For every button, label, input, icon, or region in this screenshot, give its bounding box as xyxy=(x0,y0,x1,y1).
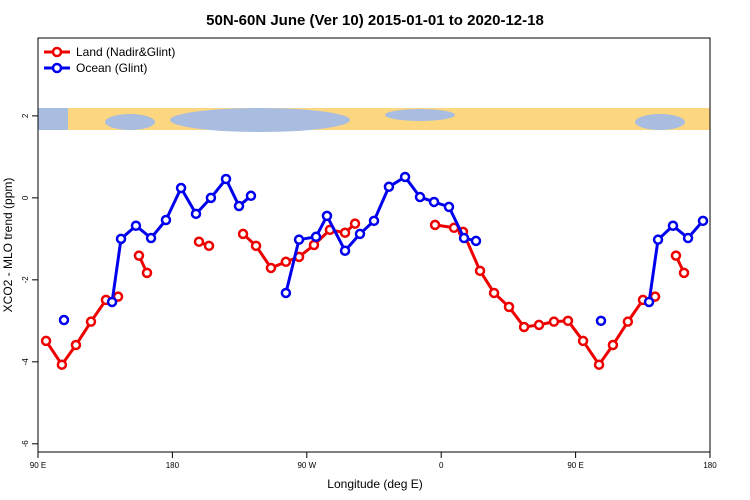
x-axis-title: Longitude (deg E) xyxy=(327,477,422,491)
point xyxy=(141,267,153,279)
legend-label: Land (Nadir&Glint) xyxy=(76,45,175,59)
point xyxy=(106,296,118,308)
point xyxy=(607,339,619,351)
point xyxy=(488,287,500,299)
point xyxy=(678,267,690,279)
point xyxy=(595,315,607,327)
point xyxy=(56,359,68,370)
x-tick-label: 180 xyxy=(703,461,717,470)
point xyxy=(280,287,292,299)
series-line xyxy=(44,222,686,367)
plot-frame xyxy=(37,37,711,453)
y-axis-title: XCO2 - MLO trend (ppm) xyxy=(1,178,15,313)
point xyxy=(190,208,202,220)
x-tick-label: 90 W xyxy=(297,461,316,470)
point xyxy=(518,321,530,333)
point xyxy=(245,190,257,202)
point xyxy=(667,220,679,231)
point xyxy=(203,240,215,252)
point xyxy=(414,191,426,203)
point xyxy=(321,210,333,222)
point xyxy=(368,215,380,227)
point xyxy=(458,232,470,244)
point xyxy=(115,233,127,245)
point xyxy=(429,219,441,231)
point xyxy=(265,262,277,274)
point xyxy=(503,301,515,313)
point xyxy=(339,245,351,256)
y-tick-label: 2 xyxy=(21,113,30,118)
point xyxy=(237,228,249,240)
map-sea xyxy=(38,108,68,130)
point xyxy=(250,240,262,252)
point xyxy=(85,316,97,327)
x-tick-label: 90 E xyxy=(30,461,46,470)
point xyxy=(443,201,455,213)
y-tick-label: 0 xyxy=(21,195,30,200)
point xyxy=(145,232,157,244)
point xyxy=(643,296,655,308)
map-sea xyxy=(170,108,350,132)
point xyxy=(533,319,545,331)
point xyxy=(58,314,70,326)
x-tick-label: 90 E xyxy=(567,461,583,470)
x-tick-label: 0 xyxy=(439,461,444,470)
point xyxy=(428,196,440,208)
map-sea xyxy=(385,109,455,121)
point xyxy=(562,315,574,327)
legend-label: Ocean (Glint) xyxy=(76,61,147,75)
point xyxy=(470,235,482,247)
point xyxy=(670,250,682,261)
point xyxy=(349,218,361,229)
point xyxy=(682,232,694,244)
y-tick-label: -2 xyxy=(21,276,30,284)
point xyxy=(383,181,395,193)
point xyxy=(697,215,709,227)
point xyxy=(622,316,634,327)
point xyxy=(133,250,145,261)
point xyxy=(130,220,142,231)
point xyxy=(233,200,245,212)
map-sea xyxy=(105,114,155,130)
point xyxy=(205,192,217,204)
chart-title: 50N-60N June (Ver 10) 2015-01-01 to 2020… xyxy=(206,12,544,29)
point xyxy=(293,234,305,245)
point xyxy=(175,182,187,194)
x-tick-label: 180 xyxy=(166,461,180,470)
map-band xyxy=(38,108,710,132)
point xyxy=(474,265,486,277)
point xyxy=(652,234,664,245)
point xyxy=(577,335,589,347)
y-tick-label: -6 xyxy=(21,440,30,448)
point xyxy=(310,231,322,243)
point xyxy=(220,173,232,185)
point xyxy=(193,236,205,247)
legend-marker xyxy=(51,62,63,74)
point xyxy=(160,214,172,226)
point xyxy=(339,227,351,238)
legend-marker xyxy=(51,46,63,58)
point xyxy=(308,239,320,251)
point xyxy=(354,228,366,240)
point xyxy=(70,339,82,351)
point xyxy=(593,359,605,370)
y-tick-label: -4 xyxy=(21,358,30,366)
point xyxy=(280,256,292,268)
point xyxy=(40,335,52,347)
point xyxy=(399,171,411,183)
point xyxy=(548,316,560,327)
map-sea xyxy=(635,114,685,130)
